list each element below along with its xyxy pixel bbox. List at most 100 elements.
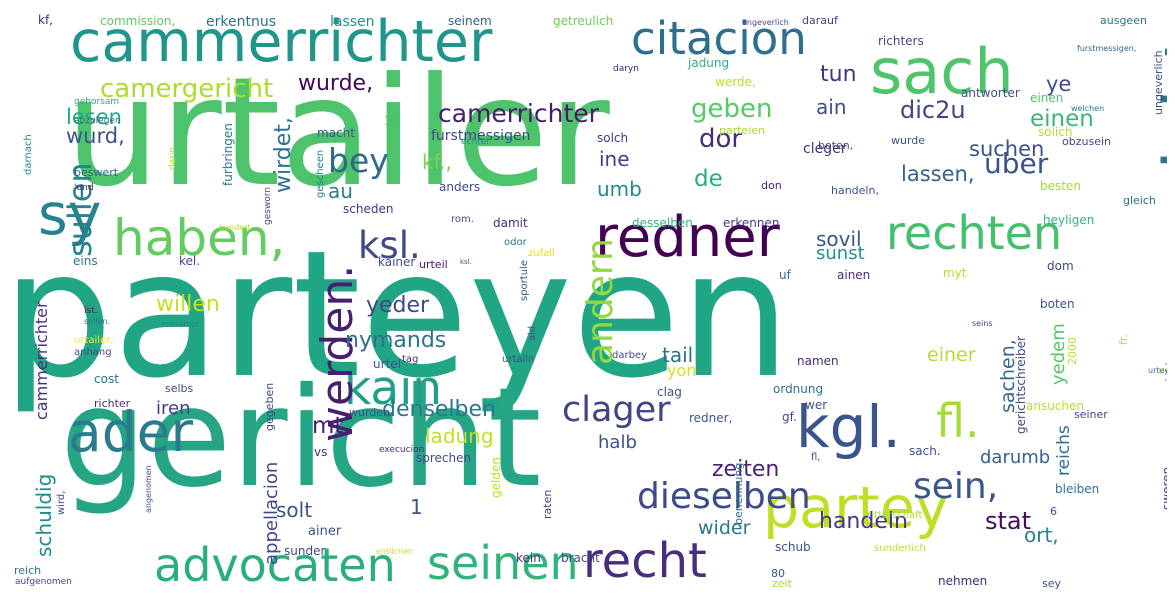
cloud-word-ladung-57: ladung: [425, 424, 494, 448]
cloud-word-urtailn-152: urtailn: [502, 354, 535, 365]
cloud-word-boten-106: boten,: [818, 139, 854, 152]
cloud-word-zeiten-64: zeiten: [712, 457, 780, 482]
cloud-word-wurde-29: wurde,: [298, 71, 374, 96]
cloud-word-cammerrichter-3: cammerrichter: [70, 9, 493, 75]
cloud-word-einer-58: einer: [927, 344, 976, 366]
cloud-word-denselben-56: denselben: [382, 397, 496, 422]
cloud-word-wer-158: wer: [805, 398, 828, 412]
cloud-word-entlichen-185: entlichen: [376, 547, 414, 556]
cloud-word-sy-7: sy: [38, 182, 102, 248]
cloud-word-seiner-166: seiner: [1074, 408, 1108, 421]
cloud-word-angenomen-178: angenomen: [144, 465, 153, 513]
cloud-word-besten-109: besten: [1040, 179, 1081, 193]
cloud-word-wird-177: wird,: [56, 490, 67, 515]
cloud-word-ausgeen-84: ausgeen: [1100, 14, 1147, 27]
cloud-word-1-67: 1: [410, 495, 423, 519]
cloud-word-ye-34: ye: [1046, 72, 1072, 96]
cloud-word-kel-130: kel.: [179, 254, 201, 268]
cloud-word-yeder-51: yeder: [366, 293, 430, 318]
cloud-word-boten-137: boten: [1040, 297, 1075, 311]
cloud-word-welchen-92: welchen: [1071, 104, 1105, 113]
cloud-word-mt-55: mt.: [312, 413, 351, 439]
cloud-word-obzusein-105: obzusein: [1062, 135, 1111, 148]
cloud-word-solt-66: solt: [276, 498, 313, 522]
cloud-word-willen-50: willen: [156, 292, 220, 317]
cloud-word-nehmen-194: nehmen: [938, 574, 988, 588]
cloud-word-gescheen-115: gescheen: [315, 149, 326, 198]
cloud-word-macht-100: macht: [317, 126, 355, 140]
cloud-word-advocaten-14: advocaten: [154, 538, 396, 592]
cloud-word-schuldig-72: schuldig: [32, 473, 56, 557]
cloud-word-gleich-125: gleich: [1123, 194, 1156, 207]
cloud-word-rom-121: rom.: [451, 214, 474, 225]
cloud-word-dieselben-17: dieselben: [637, 476, 811, 517]
cloud-word-tail-53: tail: [662, 343, 694, 367]
cloud-word-namen-154: namen: [797, 354, 839, 368]
cloud-word-f-165: f.: [854, 414, 862, 428]
cloud-word-cammergerichts-173: cammergerichts: [1163, 355, 1167, 445]
cloud-word-geben-36: geben: [691, 94, 773, 124]
cloud-word-commission-77: commission,: [100, 14, 176, 28]
cloud-word-reich-188: reich: [14, 564, 42, 577]
cloud-word-sach-171: sach.: [909, 444, 941, 458]
cloud-word-lesen-38: lesen: [66, 105, 122, 129]
cloud-word-uber-30: uber: [984, 147, 1049, 180]
cloud-word-wurd-39: wurd,: [66, 124, 125, 148]
cloud-word-ist-138: ist.: [84, 306, 98, 316]
cloud-word-kgl-12: kgl.: [796, 393, 901, 461]
cloud-word-gesworn-128: gesworn: [263, 186, 273, 225]
cloud-word-scheden-117: scheden: [343, 202, 394, 216]
cloud-word-und-98: 'und: [74, 183, 94, 193]
cloud-word-80-192: 80: [771, 567, 785, 580]
cloud-word-2000-145: 2000: [1066, 337, 1079, 365]
cloud-word-heyligen-124: heyligen: [1043, 213, 1095, 227]
cloud-word-tag-151: tag: [402, 354, 419, 365]
cloud-word-wurde-103: wurde: [891, 134, 926, 147]
cloud-word-urtailer-147: urtailer,: [74, 335, 114, 346]
cloud-word-urteyler-146: urteyler: [1148, 366, 1167, 375]
cloud-word-sprechen-169: sprechen: [416, 451, 472, 465]
cloud-word-ksl-133: ksl.: [460, 258, 472, 266]
cloud-word-kain-19: kain: [344, 361, 443, 416]
cloud-word-solch-102: solch: [597, 131, 629, 145]
cloud-word-solich-104: solich: [1038, 125, 1073, 139]
cloud-word-fl-167: fl,: [811, 452, 821, 463]
cloud-word-gf-164: gf.: [782, 410, 797, 424]
cloud-word-desselben-119: desselben: [632, 216, 693, 230]
cloud-word-cost-149: cost: [94, 372, 119, 386]
cloud-word-ort-71: ort,: [1024, 523, 1059, 547]
cloud-word-gelden-179: gelden: [489, 457, 503, 498]
cloud-word-recht-15: recht: [583, 533, 707, 589]
cloud-word-raten-180: raten: [541, 489, 554, 519]
cloud-word-kein-190: kein: [516, 551, 541, 565]
cloud-word-fr-144: fr.: [1117, 334, 1130, 345]
cloud-word-seinen-16: seinen: [427, 536, 579, 590]
cloud-word-reichs-61: reichs: [1054, 425, 1074, 476]
cloud-word-vs-168: vs: [314, 445, 328, 459]
cloud-word-sportule-142: sportule: [519, 260, 530, 301]
cloud-word-beswert-97: beswert: [74, 166, 119, 179]
cloud-word-gegeben-161: gegeben: [263, 382, 276, 431]
cloud-word-dor-37: dor: [699, 124, 743, 154]
cloud-word-fl-20: fl.: [936, 394, 980, 448]
cloud-word-myt-135: myt: [943, 266, 967, 280]
cloud-word-bleiben-175: bleiben: [1055, 482, 1100, 496]
cloud-word-bey-23: bey: [328, 141, 389, 180]
cloud-word-citacion-6: citacion: [631, 12, 807, 65]
cloud-word-darauf-83: darauf: [802, 14, 838, 27]
cloud-word-gerichtschreiber-174: gerichtschreiber: [1014, 336, 1028, 434]
cloud-word-ksl-22: ksl.: [358, 224, 421, 267]
cloud-word-ine-41: ine: [599, 147, 630, 171]
cloud-word-erkennen-118: erkennen: [723, 216, 780, 230]
cloud-word-ader-8: ader: [68, 400, 194, 464]
cloud-word-dom-126: dom: [1047, 259, 1074, 273]
cloud-word-urteil-132: urteil: [419, 258, 448, 271]
cloud-word-rechten-11: rechten: [886, 206, 1063, 260]
cloud-word-sunder-184: sunder: [284, 544, 326, 558]
cloud-word-zufall-123: zufall: [528, 248, 555, 259]
cloud-word-darumb-62: darumb: [980, 447, 1051, 468]
cloud-word-anders-116: anders: [439, 180, 481, 194]
cloud-word-clager-24: clager: [562, 390, 671, 430]
word-cloud: urtailer parteyen gericht cammerrichter camm…: [8, 5, 1167, 593]
cloud-word-cleger-110: cleger: [803, 141, 847, 157]
